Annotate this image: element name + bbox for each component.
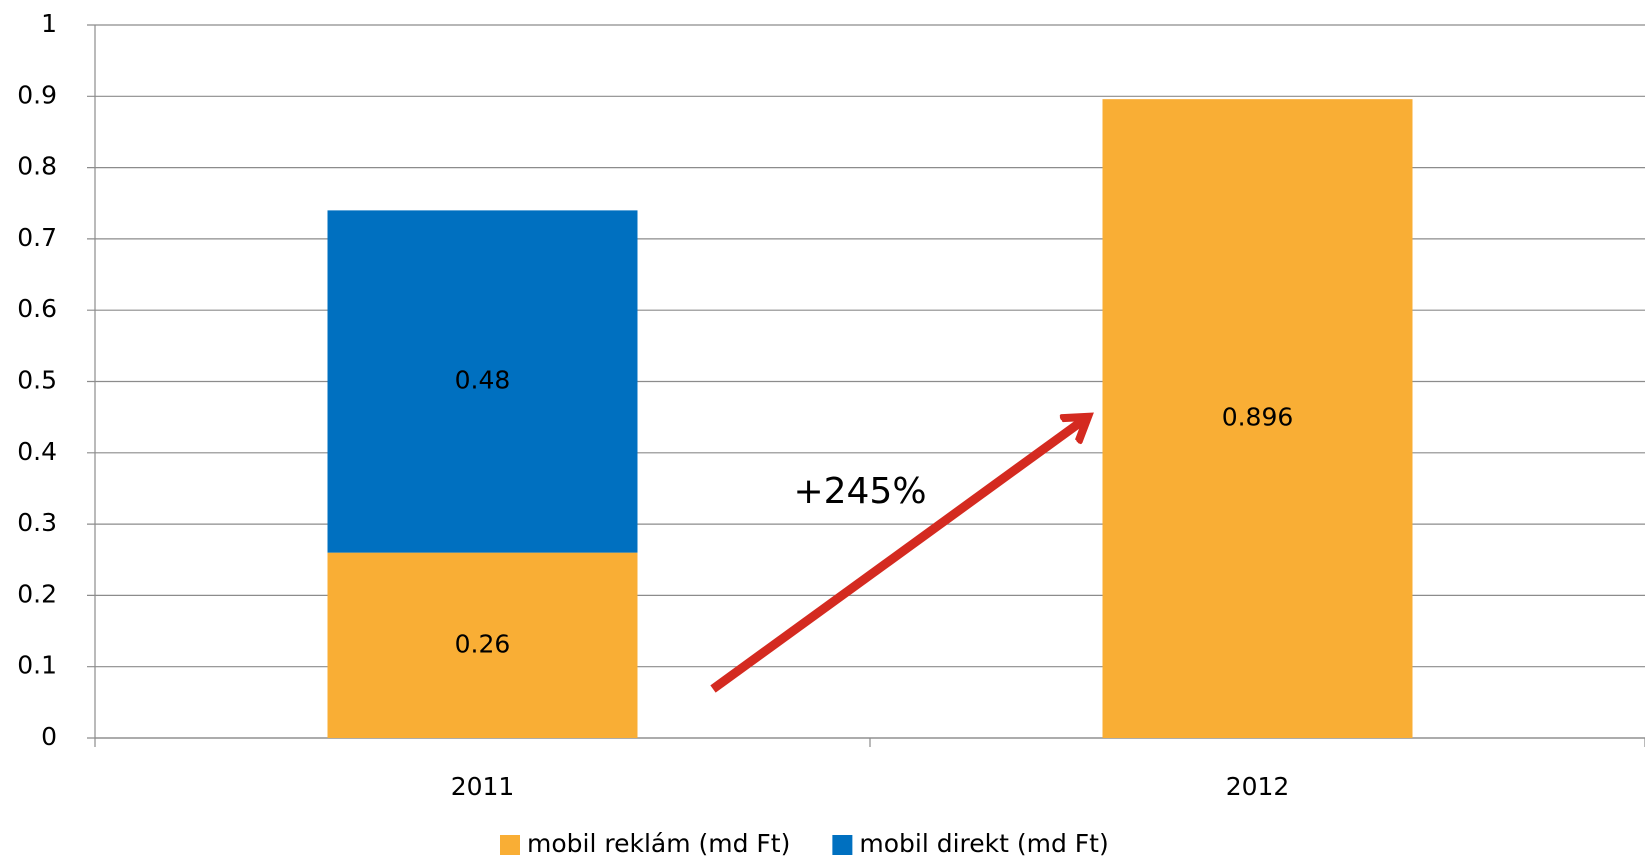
legend-swatch (500, 835, 520, 855)
legend-label: mobil direkt (md Ft) (859, 829, 1108, 858)
legend-label: mobil reklám (md Ft) (527, 829, 790, 858)
bar-segment (327, 210, 638, 553)
bar-segment (1102, 99, 1413, 739)
y-tick-label: 0.1 (17, 651, 57, 680)
x-tick-label: 2012 (1226, 772, 1290, 801)
x-tick-label: 2011 (451, 772, 515, 801)
data-label: 0.48 (455, 366, 511, 395)
y-tick-label: 1 (41, 9, 57, 38)
y-tick-label: 0.7 (17, 223, 57, 252)
y-tick-label: 0.5 (17, 366, 57, 395)
y-tick-label: 0.2 (17, 579, 57, 608)
y-tick-label: 0.8 (17, 152, 57, 181)
data-label: 0.26 (455, 629, 511, 658)
legend-swatch (832, 835, 853, 855)
annotation: +245% (793, 471, 926, 512)
bar-segment (327, 552, 638, 738)
y-tick-label: 0.6 (17, 294, 57, 323)
y-tick-label: 0.9 (17, 80, 57, 109)
data-label: 0.896 (1222, 403, 1294, 432)
y-tick-label: 0 (41, 722, 57, 751)
growth-arrow (710, 419, 1085, 693)
y-tick-label: 0.3 (17, 508, 57, 537)
y-tick-label: 0.4 (17, 437, 57, 466)
